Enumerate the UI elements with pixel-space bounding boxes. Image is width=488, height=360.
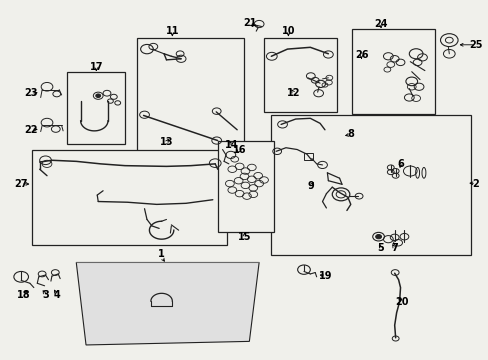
Bar [137, 39, 244, 151]
Text: 23: 23 [24, 88, 38, 98]
Text: 17: 17 [89, 62, 103, 72]
Text: 15: 15 [237, 232, 251, 242]
Text: 21: 21 [243, 18, 257, 28]
Text: 7: 7 [390, 243, 397, 253]
Text: 3: 3 [42, 290, 49, 300]
Text: 6: 6 [396, 159, 403, 169]
Text: 4: 4 [53, 290, 60, 300]
Text: 2: 2 [472, 179, 479, 189]
Bar [264, 39, 336, 112]
Text: 5: 5 [377, 243, 384, 253]
Text: 26: 26 [354, 50, 367, 60]
Text: 27: 27 [14, 179, 28, 189]
Text: 19: 19 [319, 271, 332, 281]
Text: 1: 1 [158, 248, 164, 258]
Polygon shape [76, 262, 259, 345]
Bar [66, 72, 125, 144]
Text: 14: 14 [224, 140, 238, 150]
Text: 9: 9 [307, 181, 314, 191]
Bar [217, 140, 273, 232]
Text: 11: 11 [165, 26, 179, 36]
Text: 10: 10 [281, 26, 295, 36]
Text: 8: 8 [346, 130, 353, 139]
Text: 20: 20 [394, 297, 407, 307]
Bar [351, 30, 434, 114]
Text: 16: 16 [232, 144, 246, 154]
Text: 12: 12 [286, 88, 300, 98]
Bar [304, 153, 312, 160]
Text: 24: 24 [373, 19, 387, 29]
Text: 13: 13 [160, 138, 173, 147]
Text: 18: 18 [17, 290, 30, 300]
Bar [32, 149, 227, 244]
Text: 25: 25 [468, 40, 482, 50]
Circle shape [375, 234, 381, 239]
Circle shape [96, 94, 101, 98]
Bar [271, 116, 470, 255]
Text: 22: 22 [24, 125, 38, 135]
